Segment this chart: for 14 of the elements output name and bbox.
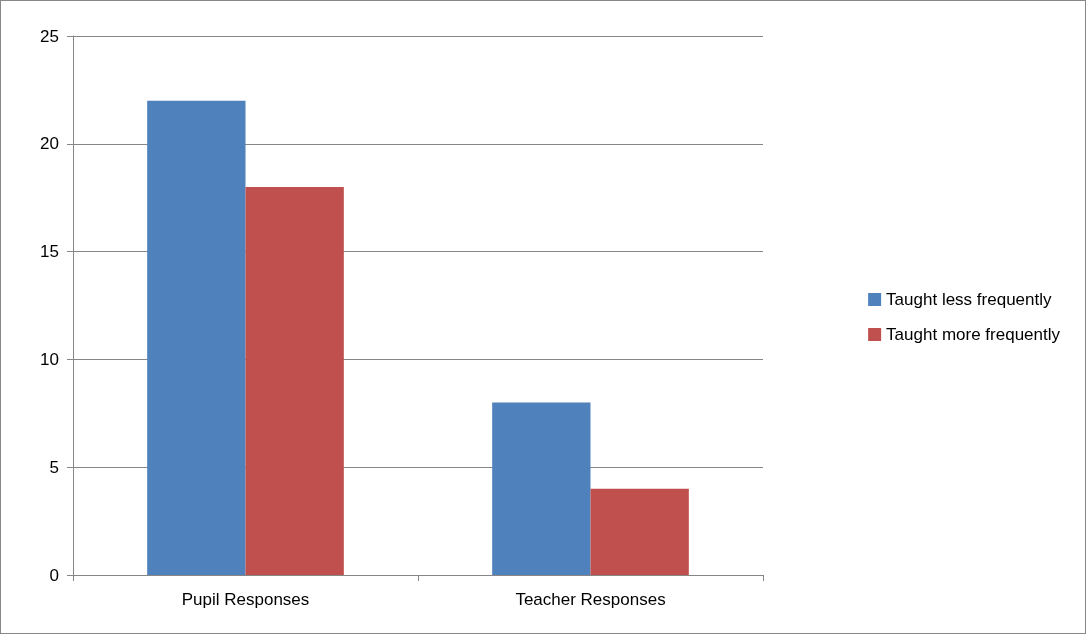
legend-label: Taught more frequently [886,325,1061,344]
bar [147,100,246,575]
bar [590,488,689,575]
y-tick-label: 25 [40,26,59,46]
bar [492,402,591,575]
legend-label: Taught less frequently [886,290,1052,309]
y-tick-label: 10 [40,349,59,369]
y-tick-label: 0 [49,565,59,585]
x-tick-label: Pupil Responses [181,590,310,609]
y-tick-label: 15 [40,242,59,262]
y-tick-label: 20 [40,134,59,154]
x-tick-label: Teacher Responses [515,590,666,609]
bar [245,186,344,575]
y-tick-label: 5 [49,457,59,477]
